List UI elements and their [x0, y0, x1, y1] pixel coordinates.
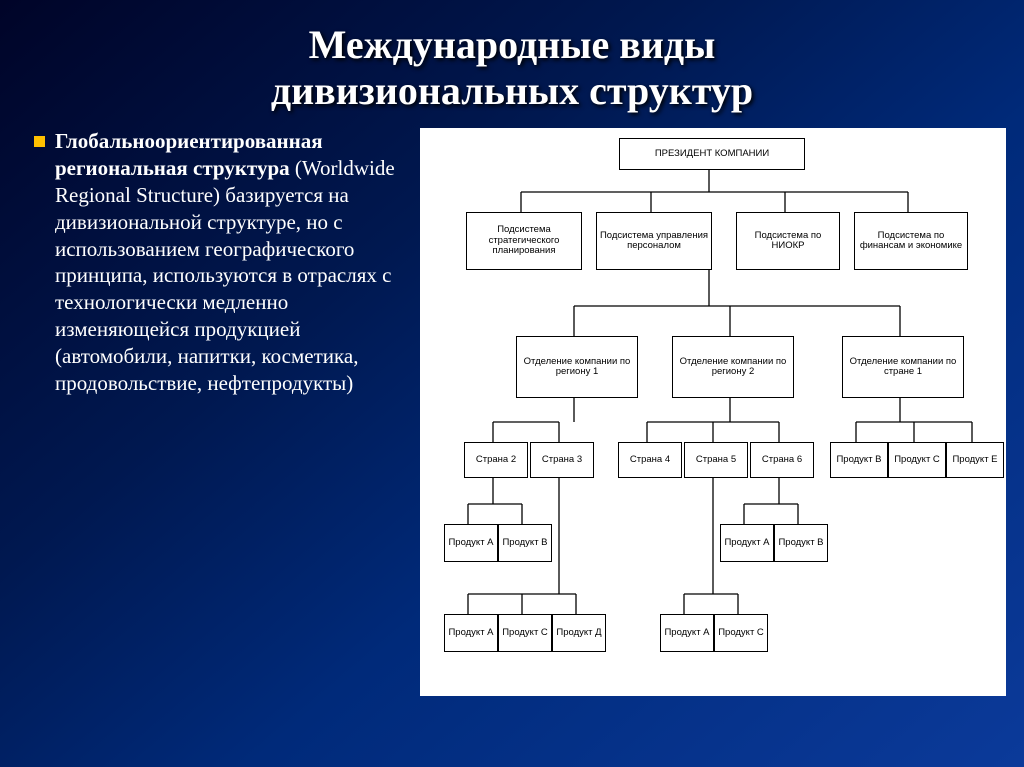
org-node: Продукт А — [720, 524, 774, 562]
bullet-icon — [34, 136, 45, 147]
org-node: Продукт С — [498, 614, 552, 652]
org-node: Продукт А — [660, 614, 714, 652]
org-node: Отделение компании по стране 1 — [842, 336, 964, 398]
bullet-bold: Глобальноориентированная региональная ст… — [55, 129, 323, 180]
org-node: ПРЕЗИДЕНТ КОМПАНИИ — [619, 138, 805, 170]
org-node: Продукт B — [830, 442, 888, 478]
org-node: Страна 2 — [464, 442, 528, 478]
org-node: Продукт С — [714, 614, 768, 652]
slide-body: Глобальноориентированная региональная ст… — [0, 122, 1024, 696]
org-node: Подсистема по финансам и экономике — [854, 212, 968, 270]
slide-title: Международные виды дивизиональных структ… — [0, 0, 1024, 122]
org-chart: ПРЕЗИДЕНТ КОМПАНИИ Подсистема стратегичес… — [420, 128, 1006, 696]
org-node: Страна 4 — [618, 442, 682, 478]
org-node: Подсистема стратегического планирования — [466, 212, 582, 270]
text-column: Глобальноориентированная региональная ст… — [34, 128, 406, 696]
org-node: Страна 3 — [530, 442, 594, 478]
org-node: Подсистема по НИОКР — [736, 212, 840, 270]
bullet-rest: (Worldwide Regional Structure) базируетс… — [55, 156, 395, 395]
bullet-item: Глобальноориентированная региональная ст… — [34, 128, 406, 397]
org-node: Отделение компании по региону 1 — [516, 336, 638, 398]
org-node: Подсистема управления персоналом — [596, 212, 712, 270]
org-node: Страна 6 — [750, 442, 814, 478]
org-node: Продукт А — [444, 614, 498, 652]
org-node: Продукт А — [444, 524, 498, 562]
title-line1: Международные виды — [309, 22, 716, 67]
org-node: Продукт В — [498, 524, 552, 562]
org-node: Продукт B — [774, 524, 828, 562]
slide: Международные виды дивизиональных структ… — [0, 0, 1024, 767]
org-node: Отделение компании по региону 2 — [672, 336, 794, 398]
org-node: Страна 5 — [684, 442, 748, 478]
org-node: Продукт E — [946, 442, 1004, 478]
bullet-text: Глобальноориентированная региональная ст… — [55, 128, 406, 397]
org-node: Продукт Д — [552, 614, 606, 652]
title-line2: дивизиональных структур — [271, 68, 753, 113]
org-node: Продукт C — [888, 442, 946, 478]
